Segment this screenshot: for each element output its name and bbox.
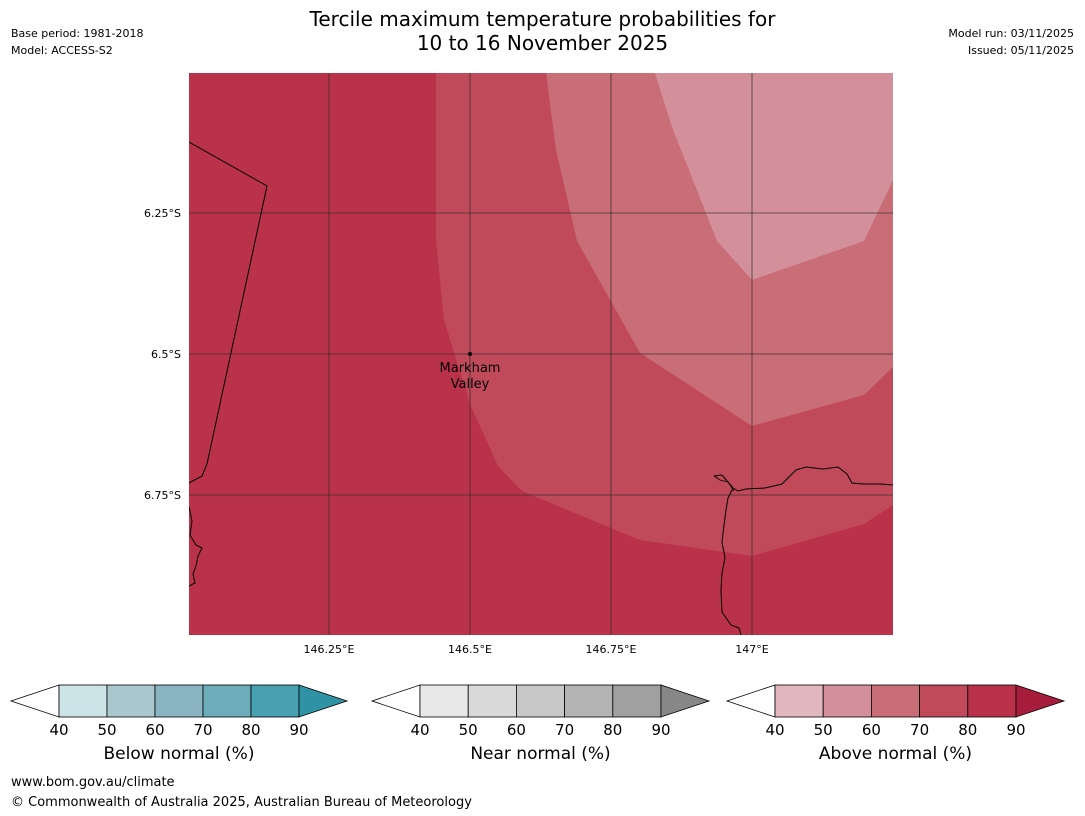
colorbar-segment <box>154 684 204 718</box>
location-label-line-2: Valley <box>451 377 490 392</box>
colorbar-tick-label: 40 <box>765 721 784 739</box>
colorbar-segment <box>564 684 614 718</box>
gridlines <box>189 73 893 635</box>
prob-region-40-50 <box>655 73 893 280</box>
colorbar-tick-label: 50 <box>459 721 478 739</box>
river-line <box>720 487 742 635</box>
colorbar-tick-label: 50 <box>814 721 833 739</box>
colorbar-extension-high <box>298 684 349 718</box>
footer-url: www.bom.gov.au/climate <box>11 775 175 790</box>
colorbar-tick-label: 60 <box>507 721 526 739</box>
lat-label: 6.25°S <box>144 207 181 220</box>
colorbar-extension-low <box>9 684 60 718</box>
legend-title-below-normal: Below normal (%) <box>103 744 255 764</box>
issued-date: Issued: 05/11/2025 <box>967 44 1074 57</box>
lat-label: 6.5°S <box>151 348 181 361</box>
colorbar-segment <box>871 684 921 718</box>
lon-label: 146.75°E <box>586 643 637 656</box>
colorbar-tick-label: 60 <box>145 721 164 739</box>
colorbar-tick-label: 70 <box>910 721 929 739</box>
colorbar-extension-low <box>370 684 421 718</box>
colorbar-segment <box>822 684 872 718</box>
colorbar-segment <box>467 684 517 718</box>
border-line <box>189 141 268 484</box>
colorbar-tick-label: 60 <box>862 721 881 739</box>
colorbar-segment <box>774 684 824 718</box>
coastline-west <box>189 506 203 587</box>
colorbar-tick-label: 40 <box>49 721 68 739</box>
colorbar-extension-high <box>1015 684 1066 718</box>
colorbar-tick-label: 90 <box>289 721 308 739</box>
colorbar-tick-label: 90 <box>651 721 670 739</box>
colorbar-extension-high <box>660 684 711 718</box>
coastline-east <box>713 466 893 492</box>
colorbar-segment <box>419 684 469 718</box>
colorbar-tick-label: 90 <box>1006 721 1025 739</box>
location-marker <box>468 352 472 356</box>
lon-label: 146.5°E <box>448 643 492 656</box>
colorbar-segment <box>202 684 252 718</box>
colorbar-tick-label: 80 <box>958 721 977 739</box>
lon-label: 147°E <box>735 643 768 656</box>
title-line-2: 10 to 16 November 2025 <box>416 31 669 55</box>
legend-title-above-normal: Above normal (%) <box>818 744 973 764</box>
coast-detail <box>713 475 735 492</box>
meta-left: Base period: 1981-2018 Model: ACCESS-S2 <box>11 25 143 59</box>
lat-label: 6.75°S <box>144 489 181 502</box>
colorbar-tick-label: 50 <box>97 721 116 739</box>
colorbar-near-normal: 40 50 60 70 80 90 <box>370 684 711 739</box>
colorbar-below-normal: 40 50 60 70 80 90 <box>9 684 349 739</box>
location-label-line-1: Markham <box>440 361 501 376</box>
colorbar-segment <box>58 684 108 718</box>
footer-copyright: © Commonwealth of Australia 2025, Austra… <box>11 795 472 810</box>
colorbar-tick-label: 40 <box>410 721 429 739</box>
colorbar-segment <box>919 684 969 718</box>
colorbar-tick-label: 70 <box>555 721 574 739</box>
colorbar-segment <box>106 684 156 718</box>
colorbar-segment <box>250 684 300 718</box>
base-period: Base period: 1981-2018 <box>11 27 144 40</box>
title-line-1: Tercile maximum temperature probabilitie… <box>309 7 776 31</box>
meta-right: Model run: 03/11/2025 Issued: 05/11/2025 <box>948 25 1074 59</box>
lon-label: 146.25°E <box>304 643 355 656</box>
model-run: Model run: 03/11/2025 <box>948 27 1074 40</box>
model-name: Model: ACCESS-S2 <box>11 44 113 57</box>
colorbar-segment <box>967 684 1017 718</box>
colorbar-segment <box>516 684 566 718</box>
map-area: Markham Valley <box>189 73 893 635</box>
colorbar-above-normal: 40 50 60 70 80 90 <box>725 684 1066 739</box>
colorbar-segment <box>612 684 662 718</box>
colorbar-tick-label: 80 <box>603 721 622 739</box>
colorbar-tick-label: 70 <box>193 721 212 739</box>
colorbar-tick-label: 80 <box>241 721 260 739</box>
legend-title-near-normal: Near normal (%) <box>470 744 611 764</box>
colorbar-extension-low <box>725 684 776 718</box>
chart-title: Tercile maximum temperature probabilitie… <box>0 7 1085 55</box>
